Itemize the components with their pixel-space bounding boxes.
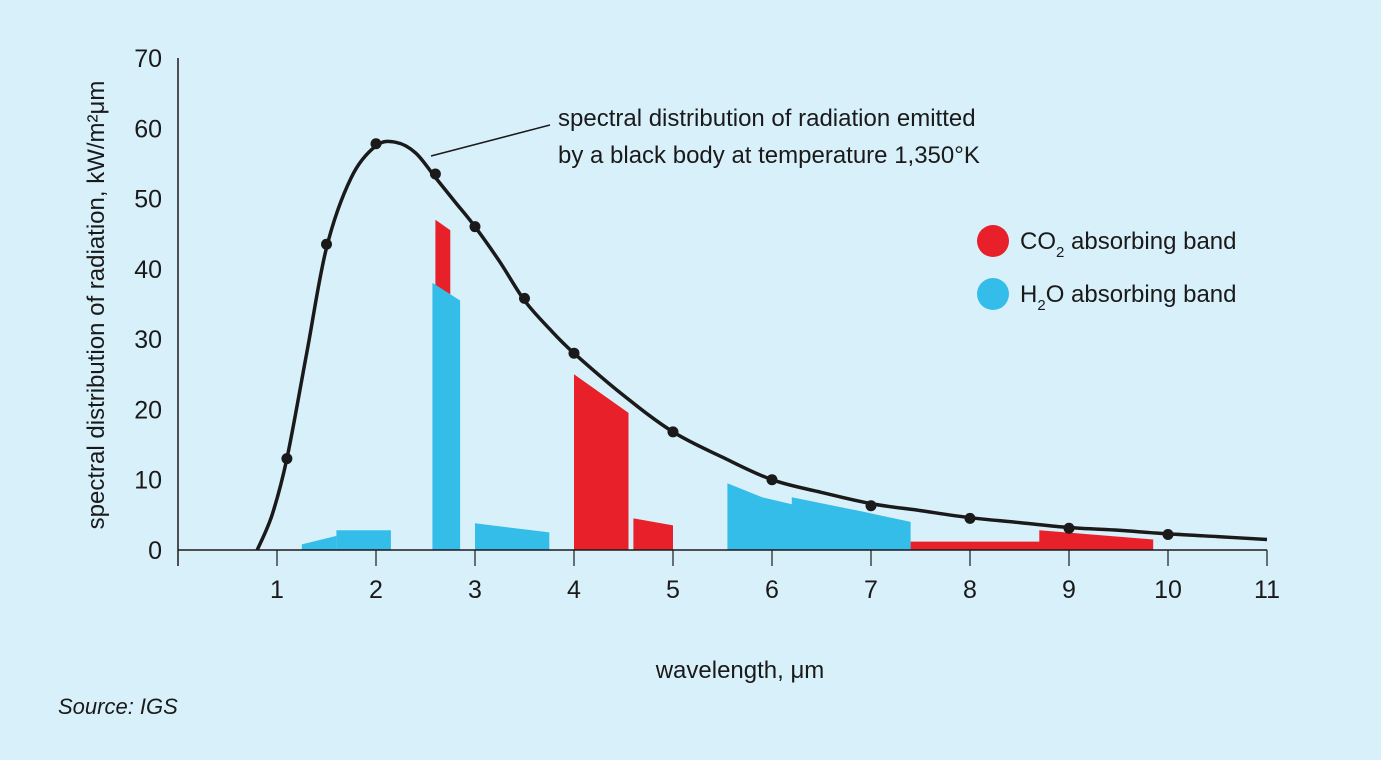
absorption-bands [301, 219, 1154, 550]
co2-band-4 [910, 530, 1154, 550]
blackbody-curve [255, 139, 1268, 551]
source-note: Source: IGS [58, 694, 178, 719]
ticks: 1 2 3 4 5 6 7 8 9 10 11 0 10 20 30 40 50 60 70 [134, 45, 1280, 604]
curve-point [964, 512, 976, 524]
y-tick-label: 40 [134, 256, 162, 284]
x-tick-label: 1 [270, 576, 284, 604]
x-tick-label: 11 [1254, 576, 1280, 604]
curve-point [370, 138, 382, 150]
legend: CO2 absorbing band H2O absorbing band [977, 225, 1237, 314]
y-tick-label: 50 [134, 186, 162, 214]
x-tick-label: 6 [765, 576, 779, 604]
curve-point [568, 347, 580, 359]
x-tick-label: 2 [369, 576, 383, 604]
y-tick-label: 10 [134, 467, 162, 495]
annotation-line-2: by a black body at temperature 1,350°K [558, 142, 980, 169]
h2o-band-4 [475, 523, 550, 550]
x-tick-label: 8 [963, 576, 977, 604]
curve-point [519, 292, 530, 304]
curve-point [667, 426, 679, 438]
axes [177, 58, 1267, 566]
h2o-band-5 [727, 483, 911, 550]
h2o-band-2 [336, 530, 391, 550]
curve-point [1063, 522, 1075, 534]
legend-label-co2: CO2 absorbing band [1020, 228, 1236, 261]
curve-point [766, 474, 778, 486]
x-tick-label: 3 [468, 576, 482, 604]
curve-point [1162, 529, 1174, 541]
annotation-line-1: spectral distribution of radiation emitt… [558, 105, 976, 132]
curve [255, 138, 1268, 551]
x-tick-label: 5 [666, 576, 680, 604]
y-tick-label: 70 [134, 45, 162, 73]
curve-point [865, 500, 877, 512]
y-tick-label: 30 [134, 326, 162, 354]
legend-swatch-h2o [977, 278, 1009, 310]
curve-point [429, 168, 441, 180]
curve-point [281, 453, 293, 465]
x-tick-label: 4 [567, 576, 581, 604]
x-tick-label: 9 [1062, 576, 1076, 604]
annotation-leader [430, 124, 551, 157]
co2-band-2 [574, 374, 629, 550]
legend-swatch-co2 [977, 225, 1009, 257]
legend-label-h2o: H2O absorbing band [1020, 281, 1237, 314]
y-tick-label: 60 [134, 115, 162, 143]
h2o-band-1 [301, 535, 337, 550]
y-tick-label: 0 [148, 537, 162, 565]
x-tick-label: 10 [1154, 576, 1182, 604]
y-axis-label: spectral distribution of radiation, kW/m… [83, 81, 110, 530]
y-tick-label: 20 [134, 396, 162, 424]
x-tick-label: 7 [864, 576, 878, 604]
h2o-band-3 [432, 282, 461, 550]
co2-band-3 [633, 518, 673, 550]
x-axis-label: wavelength, μm [655, 657, 825, 684]
curve-point [321, 238, 332, 250]
curve-point [469, 221, 481, 233]
